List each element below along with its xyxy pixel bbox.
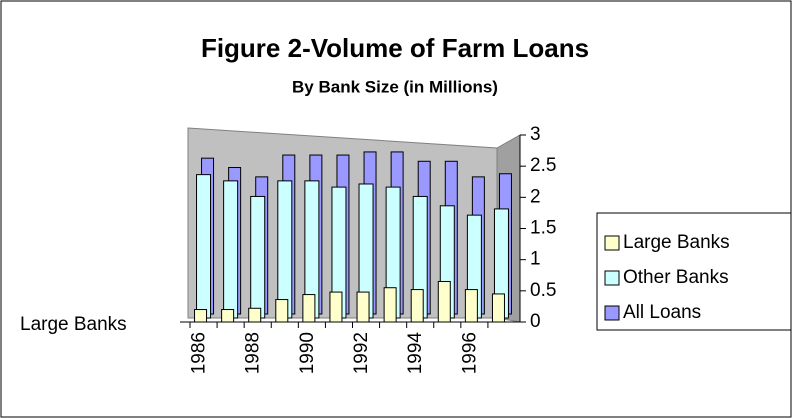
y-tick-label: 1	[530, 249, 541, 270]
y-tick-label: 0	[530, 311, 541, 332]
x-tick-label: 1988	[243, 332, 264, 374]
bar	[410, 289, 424, 323]
legend-swatch	[604, 270, 620, 286]
bar	[221, 309, 235, 323]
depth-axis-label: Large Banks	[20, 314, 127, 335]
chart-title: Figure 2-Volume of Farm Loans	[201, 33, 589, 63]
bar	[464, 289, 478, 323]
legend-swatch	[604, 305, 620, 321]
bar	[196, 174, 212, 319]
bar	[437, 280, 451, 323]
y-tick-label: 0.5	[530, 280, 556, 301]
legend-label: Other Banks	[623, 267, 729, 288]
x-tick-label: 1986	[189, 332, 210, 374]
y-tick-label: 2.5	[530, 155, 556, 176]
x-tick-label: 1992	[351, 332, 372, 374]
bar	[277, 180, 293, 319]
bar	[248, 307, 262, 323]
y-tick-label: 1.5	[530, 218, 556, 239]
legend-swatch	[604, 235, 620, 251]
y-tick-label: 3	[530, 124, 541, 145]
bar	[223, 180, 239, 319]
bar	[491, 293, 505, 323]
legend-label: Large Banks	[623, 232, 730, 253]
x-tick-label: 1996	[459, 332, 480, 374]
bar	[329, 291, 343, 323]
legend-label: All Loans	[623, 302, 701, 323]
bar	[275, 299, 289, 323]
legend	[596, 212, 792, 331]
bar	[383, 287, 397, 323]
y-tick-label: 2	[530, 186, 541, 207]
chart-subtitle: By Bank Size (in Millions)	[292, 77, 498, 96]
bar	[250, 195, 266, 319]
bar	[302, 294, 316, 323]
bar	[356, 291, 370, 323]
x-tick-label: 1994	[405, 332, 426, 375]
bar	[194, 309, 208, 323]
x-tick-label: 1990	[297, 332, 318, 374]
